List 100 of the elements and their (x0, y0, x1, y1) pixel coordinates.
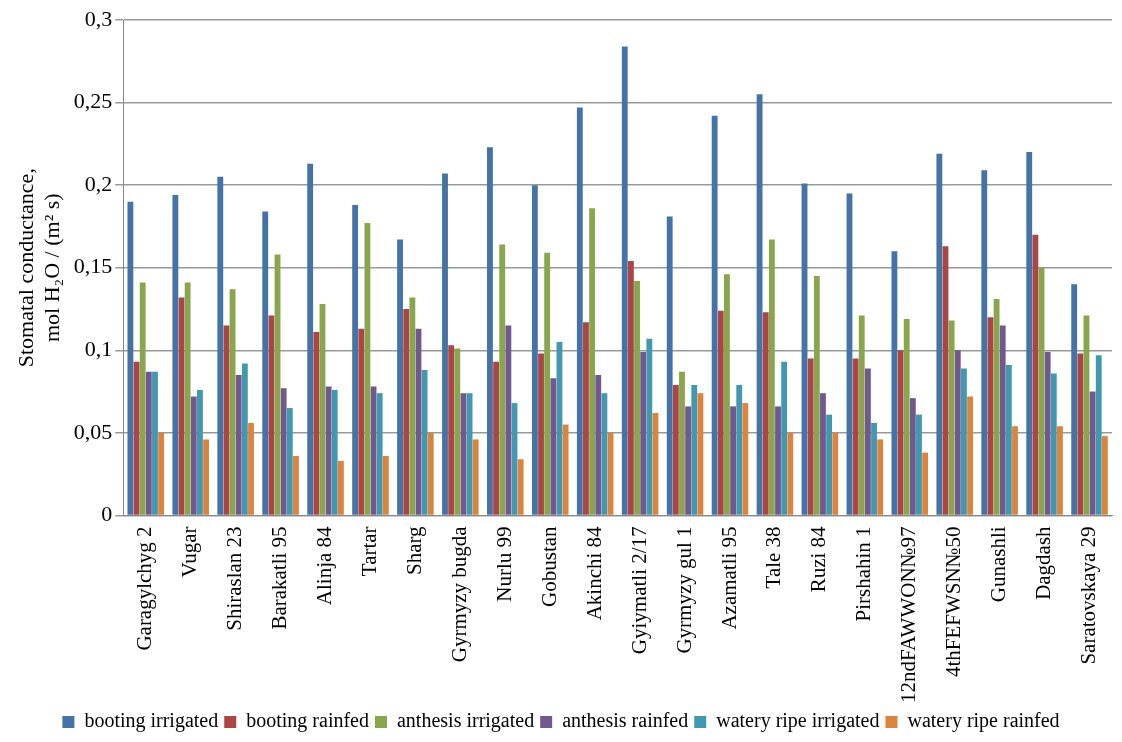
bar (364, 223, 371, 515)
bar (697, 393, 704, 515)
bar (891, 251, 898, 515)
legend-label: booting irrigated (84, 709, 219, 733)
bar (184, 282, 191, 515)
bar (1077, 353, 1084, 515)
x-tick-label: Tale 38 (761, 526, 786, 589)
bar (820, 393, 826, 515)
bar (736, 384, 743, 515)
bar (1095, 355, 1102, 515)
y-axis-title: Stomatal conductance, mol H₂O / (m² s) (12, 168, 65, 368)
bar (762, 312, 769, 515)
bar (781, 361, 788, 515)
x-tick-label: Gobustan (536, 525, 561, 607)
bar (691, 384, 698, 515)
bar (858, 315, 865, 515)
bar (531, 185, 538, 515)
bar (832, 432, 839, 515)
bar (268, 315, 275, 515)
bar (550, 378, 557, 515)
bar (775, 406, 781, 515)
bar (286, 408, 293, 515)
bar (742, 403, 749, 515)
bar (152, 371, 158, 515)
bar (538, 353, 544, 515)
bar (172, 195, 179, 515)
x-tick-label: Vugar (177, 526, 202, 578)
bar (409, 297, 416, 515)
bar (397, 239, 403, 515)
bar (961, 368, 967, 515)
bar (499, 244, 506, 515)
bar (493, 361, 499, 515)
x-tick-label: Nurlu 99 (491, 526, 516, 602)
bar (621, 46, 628, 515)
bar (717, 310, 724, 515)
bar (903, 318, 910, 515)
bar (634, 280, 640, 515)
y-tick-label: 0,1 (84, 336, 113, 362)
bar (768, 239, 775, 515)
bar (627, 261, 634, 515)
bar (679, 371, 685, 515)
bar (190, 396, 197, 515)
bar (595, 375, 602, 515)
bar (852, 358, 859, 515)
bar (562, 424, 569, 515)
bar (197, 389, 203, 515)
bar (203, 439, 209, 515)
bar (1005, 365, 1012, 515)
legend-label: anthesis rainfed (562, 709, 689, 732)
bar (672, 384, 679, 515)
legend-label: watery ripe irrigated (716, 709, 880, 733)
x-tick-label: Azamatli 95 (716, 526, 741, 630)
x-tick-label: Alinja 84 (312, 525, 337, 606)
bar (1050, 373, 1057, 515)
bar (640, 351, 647, 515)
y-tick-label: 0,15 (73, 253, 113, 279)
x-tick-label: Tartar (356, 526, 381, 577)
bar (241, 363, 248, 515)
bar (601, 393, 608, 515)
bar (576, 107, 583, 515)
bar (954, 350, 961, 515)
bar (307, 163, 314, 515)
bar (331, 389, 338, 515)
bar (217, 176, 224, 515)
bar (517, 459, 524, 515)
x-tick-label: 12ndFAWWON№97 (896, 526, 921, 704)
bar (382, 455, 389, 515)
bar (1057, 426, 1063, 515)
bar (922, 452, 929, 515)
y-tick-label: 0,2 (84, 170, 113, 196)
bar (1012, 426, 1018, 515)
legend-label: booting rainfed (246, 709, 369, 733)
bar (145, 371, 152, 515)
bar (127, 201, 134, 515)
legend-label: anthesis irrigated (396, 709, 535, 733)
bar (1044, 351, 1051, 515)
bar (544, 252, 551, 515)
bar (864, 368, 871, 515)
bar (826, 414, 833, 515)
x-tick-label: Sharg (401, 525, 426, 576)
bar (442, 173, 448, 515)
bar (293, 455, 299, 515)
bar (1089, 391, 1096, 515)
y-tick-label: 0,3 (84, 5, 113, 31)
bar (376, 393, 383, 515)
bar (448, 345, 455, 515)
bar (403, 308, 410, 515)
x-tick-label: Gyrmyzy gul 1 (671, 526, 696, 654)
x-tick-label: Dagdash (1031, 525, 1056, 600)
bar (262, 211, 269, 515)
y-tick-label: 0 (101, 501, 113, 527)
bar (248, 422, 254, 515)
bar (325, 386, 332, 515)
bar (916, 414, 922, 515)
bar (158, 432, 165, 515)
legend-label: watery ripe rainfed (907, 709, 1060, 733)
bar (730, 406, 736, 515)
bar (871, 422, 877, 515)
x-tick-label: Akinchi 84 (581, 525, 606, 621)
bar (981, 170, 988, 515)
